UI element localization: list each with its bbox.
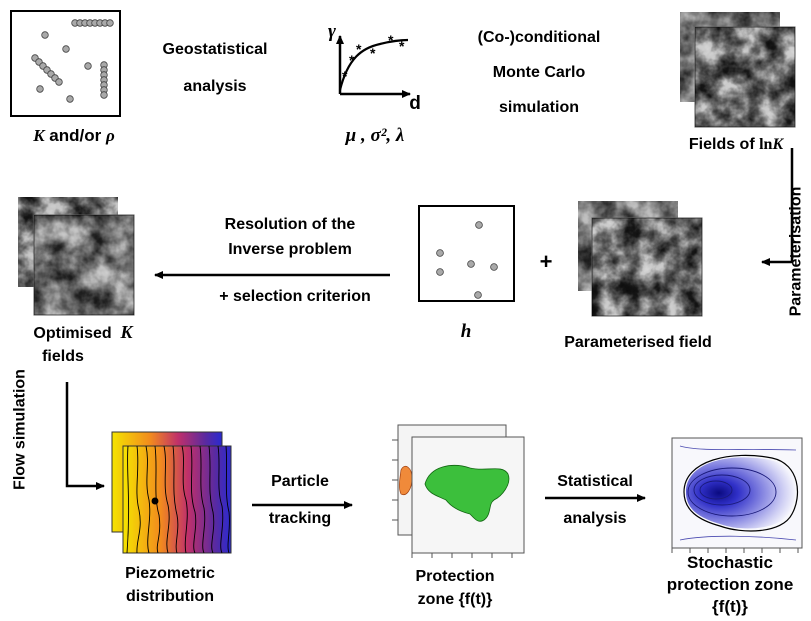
optimised-label: Optimised K fields — [8, 321, 158, 368]
observation-points-plot — [31, 19, 114, 103]
observation-data-label: K and/or ρ — [14, 124, 134, 147]
flow-simulation-label: Flow simulation — [11, 369, 29, 490]
variogram-y-label: γ — [328, 21, 336, 42]
observation-data-box — [10, 10, 121, 117]
var-k: K — [33, 126, 45, 145]
mc-line3: simulation — [498, 99, 579, 116]
inverse-line1: Resolution of the — [224, 216, 356, 233]
statistical-line1: Statistical — [557, 473, 633, 490]
particle-line1: Particle — [271, 473, 329, 490]
statistical-line2: analysis — [563, 510, 627, 527]
stochastic-line1: Stochastic — [687, 553, 773, 572]
particle-tracking-label: Particle tracking — [255, 470, 345, 530]
fields-ln: ln — [759, 136, 773, 153]
head-observation-box — [418, 205, 515, 302]
optimised-var: K — [120, 322, 133, 342]
fields-var: K — [772, 136, 784, 153]
inverse-line2: Inverse problem — [228, 241, 352, 258]
protection-line1: Protection — [415, 568, 495, 585]
inverse-label: Resolution of the Inverse problem — [205, 213, 375, 261]
geostat-line2: analysis — [183, 78, 247, 95]
variogram-params: μ , σ², λ — [345, 125, 405, 146]
monte-carlo-label: (Co-)conditional Monte Carlo simulation — [456, 26, 622, 119]
optimised-line1: Optimised — [33, 325, 112, 342]
head-label: h — [460, 321, 472, 342]
var-rho: ρ — [105, 126, 115, 145]
piezometric-label: Piezometric distribution — [110, 562, 230, 608]
geostat-line1: Geostatistical — [162, 41, 268, 58]
geostat-label: Geostatistical analysis — [135, 38, 295, 98]
mc-line1: (Co-)conditional — [477, 29, 601, 46]
stochastic-line2: protection zone — [666, 575, 794, 594]
head-points-plot — [436, 221, 498, 299]
statistical-analysis-label: Statistical analysis — [540, 470, 650, 530]
and-or-text: and/or — [44, 126, 106, 145]
plus-sign: + — [539, 249, 553, 274]
variogram-x-label: d — [409, 93, 421, 114]
optimised-line2: fields — [42, 348, 84, 365]
piezo-line1: Piezometric — [125, 565, 215, 582]
stochastic-line3: {f(t)} — [712, 597, 748, 616]
fields-label: Fields of lnK — [666, 133, 806, 156]
selection-criterion-label: + selection criterion — [219, 288, 371, 305]
protection-line2: zone {f(t)} — [417, 591, 493, 608]
particle-line2: tracking — [268, 510, 332, 527]
stochastic-zone-label: Stochastic protection zone {f(t)} — [650, 552, 810, 618]
piezo-line2: distribution — [126, 588, 214, 605]
parameterised-label: Parameterised field — [564, 334, 712, 351]
parameterisation-label: Parameterisation — [787, 186, 805, 317]
mc-line2: Monte Carlo — [492, 64, 586, 81]
fields-prefix: Fields of — [688, 136, 760, 153]
protection-zone-label: Protection zone {f(t)} — [395, 565, 515, 611]
